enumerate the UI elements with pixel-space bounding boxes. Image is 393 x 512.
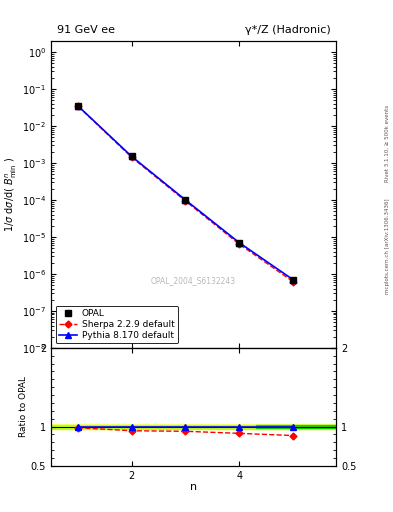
Text: Rivet 3.1.10, ≥ 500k events: Rivet 3.1.10, ≥ 500k events <box>385 105 390 182</box>
Sherpa 2.2.9 default <box>183 198 188 204</box>
Sherpa 2.2.9 default <box>75 103 80 109</box>
Sherpa 2.2.9 default <box>129 154 134 160</box>
Bar <box>51 424 336 429</box>
Text: mcplots.cern.ch [arXiv:1306.3436]: mcplots.cern.ch [arXiv:1306.3436] <box>385 198 390 293</box>
OPAL <box>75 103 80 109</box>
OPAL <box>237 240 242 246</box>
X-axis label: n: n <box>190 482 197 492</box>
Y-axis label: 1/$\sigma$ d$\sigma$/d( $B^n_{\rm min}$ ): 1/$\sigma$ d$\sigma$/d( $B^n_{\rm min}$ … <box>4 157 19 232</box>
Sherpa 2.2.9 default <box>237 241 242 247</box>
Legend: OPAL, Sherpa 2.2.9 default, Pythia 8.170 default: OPAL, Sherpa 2.2.9 default, Pythia 8.170… <box>55 306 178 344</box>
Pythia 8.170 default <box>183 197 188 203</box>
Line: Pythia 8.170 default: Pythia 8.170 default <box>75 103 296 283</box>
Bar <box>256 425 336 428</box>
Line: OPAL: OPAL <box>75 102 296 283</box>
OPAL <box>291 276 296 283</box>
Y-axis label: Ratio to OPAL: Ratio to OPAL <box>19 376 28 437</box>
Sherpa 2.2.9 default <box>291 279 296 285</box>
Text: OPAL_2004_S6132243: OPAL_2004_S6132243 <box>151 276 236 285</box>
Pythia 8.170 default <box>237 240 242 246</box>
Pythia 8.170 default <box>291 276 296 283</box>
Text: γ*/Z (Hadronic): γ*/Z (Hadronic) <box>244 25 330 35</box>
Pythia 8.170 default <box>75 103 80 109</box>
Text: 91 GeV ee: 91 GeV ee <box>57 25 115 35</box>
Bar <box>51 424 336 430</box>
Pythia 8.170 default <box>129 154 134 160</box>
OPAL <box>183 197 188 203</box>
Line: Sherpa 2.2.9 default: Sherpa 2.2.9 default <box>75 104 296 284</box>
OPAL <box>129 154 134 160</box>
